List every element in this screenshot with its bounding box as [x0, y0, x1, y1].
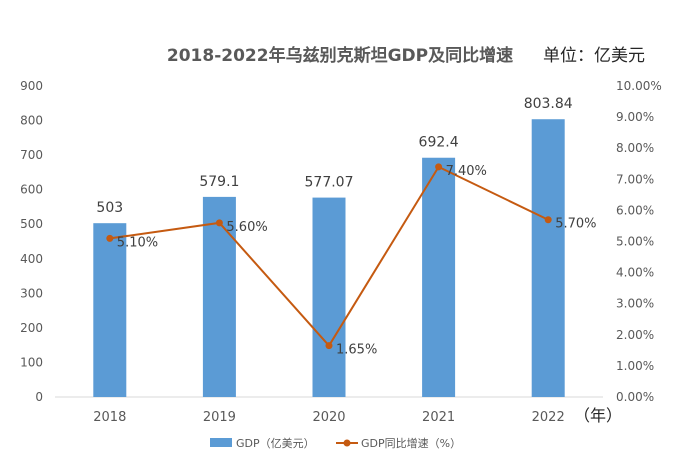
legend-growth-marker — [343, 439, 351, 447]
y-left-tick-label: 400 — [20, 252, 43, 266]
y-left-tick-label: 0 — [35, 390, 43, 404]
y-left-tick-label: 100 — [20, 355, 43, 369]
x-tick-label: 2019 — [203, 410, 236, 425]
growth-point — [106, 234, 114, 242]
legend: GDP（亿美元） GDP同比增速（%） — [210, 436, 461, 450]
chart-title: 2018-2022年乌兹别克斯坦GDP及同比增速 — [167, 45, 513, 66]
gdp-bar-label: 577.07 — [305, 175, 354, 191]
growth-point — [544, 216, 552, 224]
gdp-bar — [422, 157, 456, 397]
y-right-tick-label: 1.00% — [616, 359, 654, 373]
gdp-bar-label: 803.84 — [524, 96, 573, 112]
y-left-tick-label: 900 — [20, 79, 43, 93]
gdp-bar — [93, 223, 127, 397]
y-left-tick-label: 800 — [20, 114, 43, 128]
x-tick-label: 2021 — [422, 410, 455, 425]
y-right-tick-label: 9.00% — [616, 110, 654, 124]
gdp-bar-label: 692.4 — [419, 135, 459, 151]
y-left-tick-label: 500 — [20, 217, 43, 231]
y-right-tick-label: 6.00% — [616, 203, 654, 217]
y-left-tick-label: 300 — [20, 286, 43, 300]
gdp-bar — [202, 196, 236, 397]
y-left-tick-label: 600 — [20, 183, 43, 197]
growth-point-label: 5.70% — [555, 217, 596, 232]
legend-gdp-swatch — [210, 438, 232, 447]
growth-point-label: 1.65% — [336, 343, 377, 358]
y-right-tick-label: 10.00% — [616, 79, 662, 93]
growth-point-label: 7.40% — [446, 164, 487, 179]
x-unit-label: （年） — [574, 406, 622, 425]
y-right-tick-label: 2.00% — [616, 328, 654, 342]
growth-point — [325, 342, 333, 350]
y-right-tick-label: 0.00% — [616, 390, 654, 404]
x-tick-label: 2018 — [93, 410, 126, 425]
legend-growth-label: GDP同比增速（%） — [361, 436, 461, 450]
plot-area: 0 100 200 300 400 500 600 700 800 900 0.00% 1.00% 2.… — [20, 79, 662, 425]
y-right-tick-label: 5.00% — [616, 235, 654, 249]
y-right-tick-label: 8.00% — [616, 141, 654, 155]
gdp-bar — [312, 197, 346, 397]
y-left-tick-label: 700 — [20, 148, 43, 162]
y-right-tick-label: 7.00% — [616, 172, 654, 186]
gdp-bar-label: 579.1 — [199, 174, 239, 190]
y-right-tick-label: 4.00% — [616, 266, 654, 280]
growth-point-label: 5.10% — [117, 235, 158, 250]
x-tick-label: 2020 — [312, 410, 345, 425]
y-left-tick-label: 200 — [20, 321, 43, 335]
gdp-bar-label: 503 — [96, 200, 123, 216]
gdp-bar — [531, 119, 565, 397]
y-right-tick-label: 3.00% — [616, 297, 654, 311]
growth-point-label: 5.60% — [226, 220, 267, 235]
legend-gdp-label: GDP（亿美元） — [236, 437, 315, 450]
x-tick-label: 2022 — [532, 410, 565, 425]
growth-point — [435, 163, 443, 171]
growth-point — [215, 219, 223, 227]
unit-label: 单位：亿美元 — [543, 46, 645, 66]
